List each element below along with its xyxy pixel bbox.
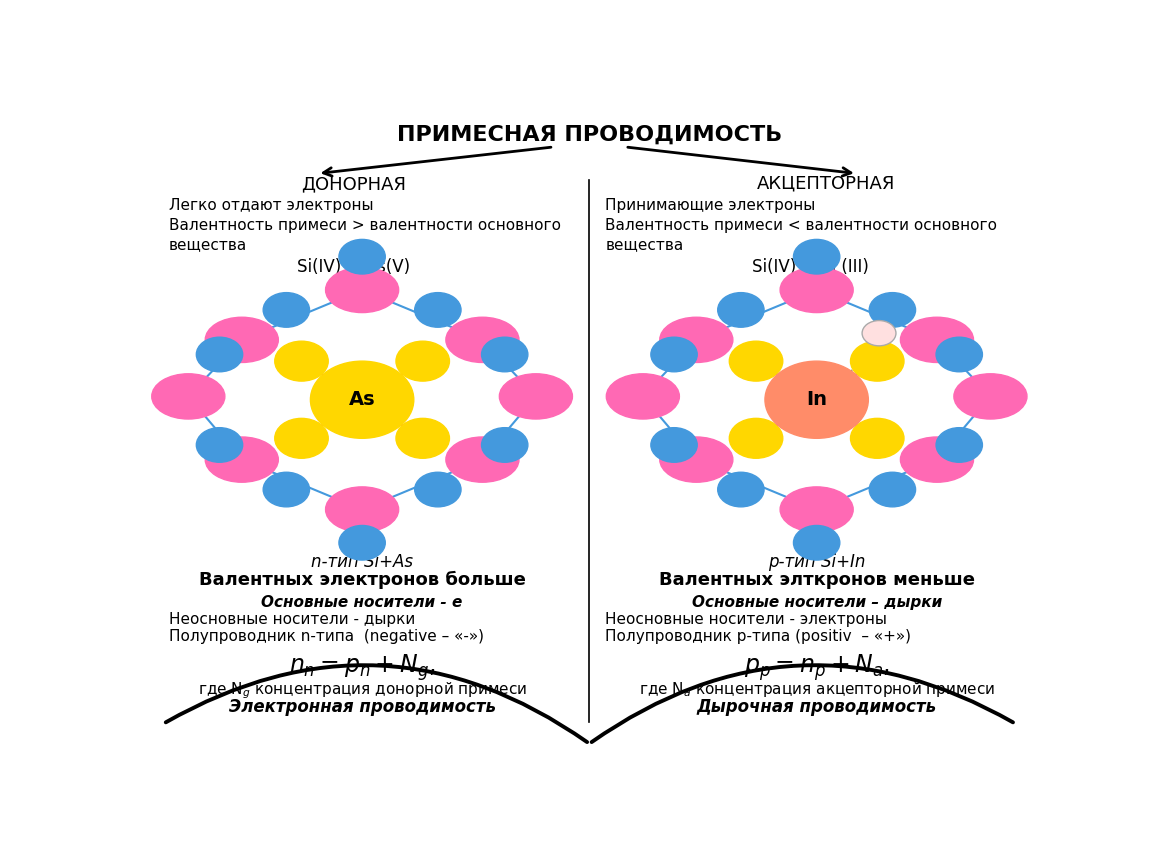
Text: вещества: вещества (169, 237, 247, 251)
Text: Валентных элткронов меньше: Валентных элткронов меньше (659, 571, 975, 588)
Text: ДОНОРНАЯ: ДОНОРНАЯ (300, 175, 406, 193)
Ellipse shape (606, 374, 680, 419)
Text: Валентных электронов больше: Валентных электронов больше (199, 571, 526, 589)
Circle shape (718, 293, 764, 327)
Text: p-тип Si+In: p-тип Si+In (768, 553, 865, 571)
Ellipse shape (953, 374, 1027, 419)
Circle shape (651, 337, 697, 372)
Text: где N$_g$ концентрация донорной примеси: где N$_g$ концентрация донорной примеси (198, 681, 527, 701)
Circle shape (396, 418, 450, 458)
Ellipse shape (499, 374, 573, 419)
Text: Неосновные носители - дырки: Неосновные носители - дырки (169, 612, 415, 627)
Circle shape (862, 321, 896, 346)
Ellipse shape (446, 317, 519, 363)
Circle shape (729, 418, 783, 458)
Circle shape (415, 293, 461, 327)
Ellipse shape (660, 317, 733, 363)
Circle shape (482, 428, 528, 462)
Circle shape (275, 341, 328, 381)
Text: As: As (348, 391, 375, 410)
Circle shape (869, 473, 915, 507)
Text: Si(IV) < As(V): Si(IV) < As(V) (297, 258, 409, 276)
Ellipse shape (780, 267, 853, 313)
Text: In: In (806, 391, 827, 410)
Circle shape (396, 341, 450, 381)
Text: Основные носители – дырки: Основные носители – дырки (691, 594, 942, 610)
Circle shape (936, 337, 982, 372)
Text: АКЦЕПТОРНАЯ: АКЦЕПТОРНАЯ (757, 175, 895, 193)
Text: ПРИМЕСНАЯ ПРОВОДИМОСТЬ: ПРИМЕСНАЯ ПРОВОДИМОСТЬ (397, 125, 782, 145)
Text: Si(IV) < In (III): Si(IV) < In (III) (752, 258, 869, 276)
Text: Легко отдают электроны: Легко отдают электроны (169, 198, 374, 213)
Text: Полупроводник n-типа  (negative – «-»): Полупроводник n-типа (negative – «-») (169, 629, 484, 645)
Circle shape (482, 337, 528, 372)
Text: $n_n= p_n+N_g,$: $n_n= p_n+N_g,$ (289, 652, 435, 683)
Ellipse shape (900, 437, 974, 482)
Circle shape (339, 239, 385, 274)
Text: Валентность примеси > валентности основного: Валентность примеси > валентности основн… (169, 218, 561, 233)
Circle shape (936, 428, 982, 462)
Circle shape (851, 418, 904, 458)
Ellipse shape (325, 487, 399, 532)
Circle shape (310, 361, 414, 438)
Text: $p_p = n_p +N_a,$: $p_p = n_p +N_a,$ (744, 652, 890, 683)
Circle shape (765, 361, 868, 438)
Circle shape (275, 418, 328, 458)
Text: Принимающие электроны: Принимающие электроны (605, 198, 815, 213)
Ellipse shape (780, 487, 853, 532)
Circle shape (339, 525, 385, 560)
Ellipse shape (446, 437, 519, 482)
Text: n-тип Si+As: n-тип Si+As (312, 553, 413, 571)
Ellipse shape (325, 267, 399, 313)
Circle shape (263, 293, 309, 327)
Circle shape (793, 239, 839, 274)
Ellipse shape (205, 437, 278, 482)
Circle shape (415, 473, 461, 507)
Ellipse shape (900, 317, 974, 363)
Ellipse shape (152, 374, 225, 419)
Circle shape (197, 428, 243, 462)
Circle shape (197, 337, 243, 372)
Ellipse shape (205, 317, 278, 363)
Circle shape (651, 428, 697, 462)
Circle shape (869, 293, 915, 327)
Text: Электронная проводимость: Электронная проводимость (229, 698, 496, 716)
Ellipse shape (660, 437, 733, 482)
Circle shape (718, 473, 764, 507)
Text: вещества: вещества (605, 237, 683, 251)
Circle shape (793, 525, 839, 560)
Circle shape (263, 473, 309, 507)
Text: Основные носители - е: Основные носители - е (261, 594, 462, 610)
Text: Валентность примеси < валентности основного: Валентность примеси < валентности основн… (605, 218, 997, 233)
Text: Неосновные носители - электроны: Неосновные носители - электроны (605, 612, 888, 627)
Circle shape (851, 341, 904, 381)
Text: Полупроводник p-типа (positiv  – «+»): Полупроводник p-типа (positiv – «+») (605, 629, 912, 645)
Circle shape (729, 341, 783, 381)
Text: Дырочная проводимость: Дырочная проводимость (697, 698, 937, 716)
Text: где N$_a$ концентрация акцепторной примеси: где N$_a$ концентрация акцепторной приме… (638, 681, 995, 700)
